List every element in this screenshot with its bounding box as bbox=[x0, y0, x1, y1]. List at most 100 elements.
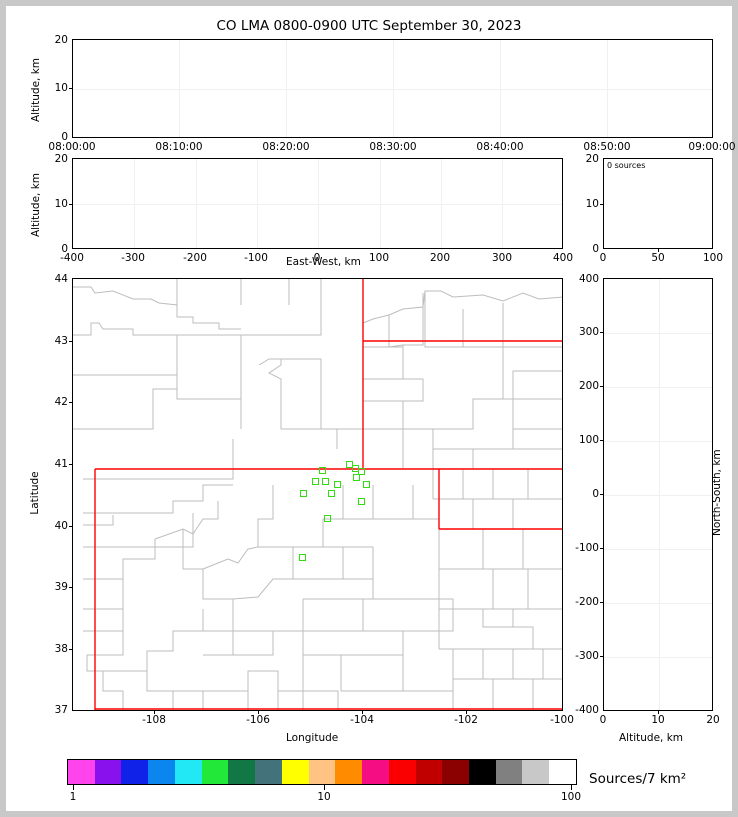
colorbar-swatch-1 bbox=[94, 760, 122, 784]
axis-label-x: Longitude bbox=[286, 732, 339, 744]
tick-label-x: 20 bbox=[706, 714, 720, 726]
source-marker bbox=[358, 498, 365, 505]
source-count-annotation: 0 sources bbox=[607, 161, 646, 170]
colorbar-swatch-16 bbox=[495, 760, 523, 784]
axis-label-y: Latitude bbox=[29, 471, 41, 515]
north-south-altitude-panel[interactable] bbox=[603, 278, 713, 711]
tick-label-y: 20 bbox=[54, 34, 68, 46]
tick-label-x: -400 bbox=[60, 252, 84, 264]
axis-label-x: East-West, km bbox=[286, 256, 361, 268]
tick-label-y: 40 bbox=[54, 520, 68, 532]
tick-mark bbox=[466, 711, 467, 714]
tick-label-y: 10 bbox=[54, 82, 68, 94]
tick-label-y: 42 bbox=[54, 396, 68, 408]
tick-label-x: 0 bbox=[599, 714, 607, 726]
gridline bbox=[659, 279, 660, 710]
cb-tick-label: 10 bbox=[317, 791, 331, 803]
tick-mark bbox=[69, 587, 72, 588]
colorbar-swatch-5 bbox=[201, 760, 229, 784]
tick-label-y: 0 bbox=[592, 243, 599, 255]
tick-mark bbox=[362, 711, 363, 714]
tick-label-y: 20 bbox=[585, 153, 599, 165]
tick-mark bbox=[600, 656, 603, 657]
tick-label-y: 0 bbox=[61, 131, 68, 143]
gridline bbox=[607, 40, 608, 137]
source-marker bbox=[319, 467, 326, 474]
tick-mark bbox=[600, 204, 603, 205]
tick-label-x: 09:00:00 bbox=[688, 141, 736, 153]
cb-tick-label: 100 bbox=[560, 791, 582, 803]
gridline bbox=[502, 159, 503, 248]
colorbar-swatch-0 bbox=[68, 760, 95, 784]
map-boundaries bbox=[73, 279, 562, 710]
tick-label-y: 400 bbox=[578, 273, 599, 285]
tick-label-x: -106 bbox=[246, 714, 270, 726]
tick-mark bbox=[600, 548, 603, 549]
axis-label-y: Altitude, km bbox=[30, 172, 42, 237]
source-marker bbox=[358, 468, 365, 475]
altitude-histogram-panel[interactable]: 0 sources bbox=[603, 158, 713, 249]
source-marker bbox=[322, 478, 329, 485]
tick-label-y: 0 bbox=[592, 488, 599, 500]
gridline bbox=[73, 89, 712, 90]
tick-label-x: -102 bbox=[454, 714, 478, 726]
gridline bbox=[196, 159, 197, 248]
tick-label-y: 300 bbox=[578, 326, 599, 338]
tick-mark bbox=[69, 88, 72, 89]
gridline bbox=[441, 159, 442, 248]
tick-label-x: 10 bbox=[651, 714, 665, 726]
gridline bbox=[604, 333, 712, 334]
east-west-altitude-panel[interactable] bbox=[72, 158, 563, 249]
tick-mark bbox=[600, 386, 603, 387]
colorbar-swatch-10 bbox=[335, 760, 363, 784]
source-marker bbox=[312, 478, 319, 485]
tick-label-y: -100 bbox=[575, 542, 599, 554]
source-marker bbox=[300, 490, 307, 497]
gridline bbox=[286, 40, 287, 137]
colorbar-swatch-8 bbox=[281, 760, 309, 784]
gridline bbox=[73, 204, 562, 205]
source-marker bbox=[324, 515, 331, 522]
page-title: CO LMA 0800-0900 UTC September 30, 2023 bbox=[216, 18, 522, 34]
tick-label-x: 08:20:00 bbox=[262, 141, 310, 153]
tick-label-x: 400 bbox=[552, 252, 574, 264]
tick-label-x: 0 bbox=[599, 252, 607, 264]
tick-mark bbox=[658, 711, 659, 714]
tick-label-y: -300 bbox=[575, 650, 599, 662]
gridline bbox=[318, 159, 319, 248]
tick-mark bbox=[69, 464, 72, 465]
tick-mark bbox=[69, 526, 72, 527]
colorbar-swatch-7 bbox=[255, 760, 282, 784]
colorbar-swatch-12 bbox=[388, 760, 416, 784]
tick-label-y: 41 bbox=[54, 458, 68, 470]
tick-label-x: -100 bbox=[550, 714, 574, 726]
tick-label-x: -300 bbox=[121, 252, 145, 264]
gridline bbox=[500, 40, 501, 137]
sources-density-colorbar[interactable] bbox=[67, 759, 577, 785]
time-altitude-panel[interactable] bbox=[72, 39, 713, 138]
colorbar-swatch-2 bbox=[121, 760, 149, 784]
colorbar-region: 1 10 100 bbox=[67, 759, 581, 804]
latitude-longitude-map-panel[interactable] bbox=[72, 278, 563, 711]
tick-mark bbox=[258, 711, 259, 714]
tick-label-y: 44 bbox=[54, 273, 68, 285]
gridline bbox=[134, 159, 135, 248]
source-marker bbox=[353, 474, 360, 481]
tick-mark bbox=[600, 602, 603, 603]
tick-label-x: 200 bbox=[429, 252, 451, 264]
colorbar-swatch-4 bbox=[174, 760, 202, 784]
colorbar-swatch-13 bbox=[415, 760, 443, 784]
tick-label-x: -108 bbox=[142, 714, 166, 726]
gridline bbox=[393, 40, 394, 137]
source-marker bbox=[299, 554, 306, 561]
source-marker bbox=[328, 490, 335, 497]
tick-label-x: -100 bbox=[244, 252, 268, 264]
gridline bbox=[380, 159, 381, 248]
gridline bbox=[604, 387, 712, 388]
tick-label-x: 08:00:00 bbox=[48, 141, 96, 153]
gridline bbox=[604, 441, 712, 442]
tick-label-x: 100 bbox=[702, 252, 724, 264]
cb-tick bbox=[324, 785, 325, 790]
tick-label-y: 39 bbox=[54, 581, 68, 593]
tick-label-x: -200 bbox=[183, 252, 207, 264]
